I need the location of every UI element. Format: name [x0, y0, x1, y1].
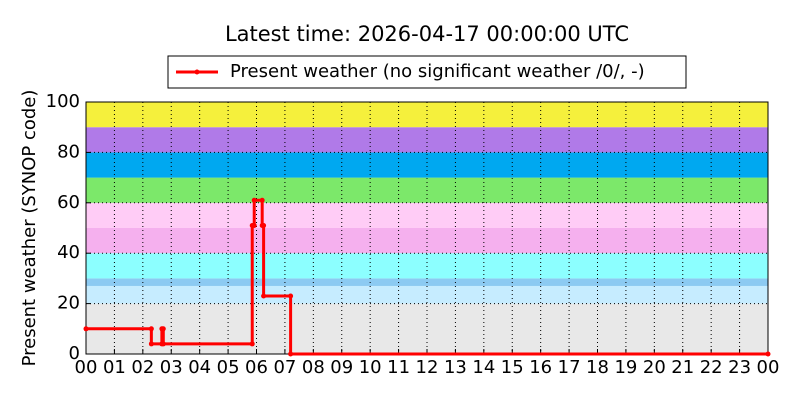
y-tick-label: 100 — [46, 91, 80, 112]
y-tick-label: 40 — [57, 242, 80, 263]
data-point — [148, 341, 154, 347]
x-tick-label: 01 — [103, 357, 126, 378]
x-tick-label: 00 — [75, 357, 98, 378]
data-point — [251, 222, 257, 228]
data-point — [83, 326, 89, 332]
background-band — [86, 228, 768, 254]
x-tick-label: 22 — [700, 357, 723, 378]
x-tick-label: 04 — [188, 357, 211, 378]
x-tick-label: 02 — [131, 357, 154, 378]
data-point — [160, 326, 166, 332]
data-point — [160, 341, 166, 347]
x-tick-label: 13 — [444, 357, 467, 378]
y-tick-label: 0 — [69, 343, 80, 364]
x-tick-label: 06 — [245, 357, 268, 378]
x-tick-label: 11 — [387, 357, 410, 378]
x-tick-label: 03 — [160, 357, 183, 378]
y-tick-label: 20 — [57, 293, 80, 314]
data-point — [261, 293, 267, 299]
x-tick-label: 00 — [757, 357, 780, 378]
x-tick-label: 08 — [302, 357, 325, 378]
data-point — [261, 222, 267, 228]
x-tick-label: 07 — [273, 357, 296, 378]
y-tick-label: 80 — [57, 141, 80, 162]
background-band — [86, 152, 768, 178]
background-band — [86, 303, 768, 354]
x-tick-label: 09 — [330, 357, 353, 378]
data-point — [765, 351, 771, 357]
x-tick-label: 14 — [472, 357, 495, 378]
x-tick-label: 15 — [501, 357, 524, 378]
x-tick-label: 19 — [614, 357, 637, 378]
x-tick-label: 23 — [728, 357, 751, 378]
background-band — [86, 127, 768, 153]
x-tick-label: 17 — [558, 357, 581, 378]
legend-box — [167, 55, 687, 89]
data-point — [288, 293, 294, 299]
legend-marker — [194, 69, 200, 75]
chart-title: Latest time: 2026-04-17 00:00:00 UTC — [225, 22, 629, 46]
data-point — [148, 326, 154, 332]
x-tick-label: 10 — [359, 357, 382, 378]
data-point — [251, 197, 257, 203]
y-axis-label: Present weather (SYNOP code) — [19, 90, 40, 367]
x-tick-label: 12 — [416, 357, 439, 378]
x-tick-label: 16 — [529, 357, 552, 378]
y-tick-label: 60 — [57, 192, 80, 213]
x-tick-label: 21 — [671, 357, 694, 378]
x-tick-label: 20 — [643, 357, 666, 378]
data-point — [249, 341, 255, 347]
data-point — [259, 197, 265, 203]
x-tick-label: 05 — [217, 357, 240, 378]
data-point — [288, 351, 294, 357]
x-tick-label: 18 — [586, 357, 609, 378]
legend-label: Present weather (no significant weather … — [230, 61, 645, 82]
